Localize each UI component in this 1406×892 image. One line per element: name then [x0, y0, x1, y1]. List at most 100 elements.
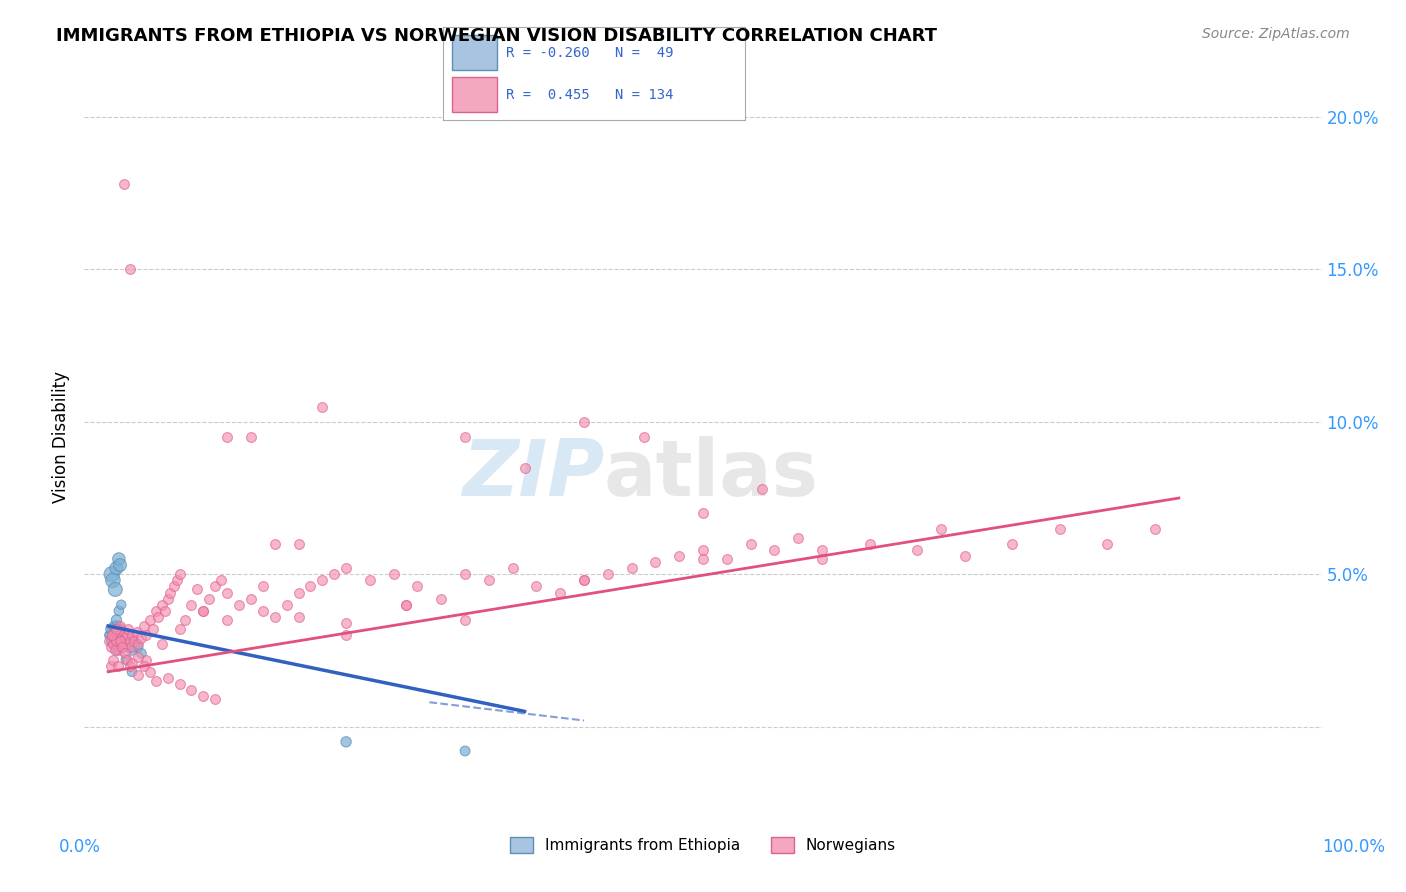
Point	[716, 552, 738, 566]
Point	[169, 677, 191, 691]
Point	[596, 567, 619, 582]
Point	[108, 619, 131, 633]
Point	[101, 637, 124, 651]
Point	[105, 643, 128, 657]
Point	[180, 598, 202, 612]
Point	[263, 537, 285, 551]
Point	[502, 561, 524, 575]
Point	[114, 632, 136, 646]
Point	[100, 628, 122, 642]
Point	[121, 665, 143, 679]
Point	[111, 640, 134, 655]
Point	[394, 598, 416, 612]
Point	[117, 628, 139, 642]
Point	[1144, 521, 1167, 535]
Point	[118, 634, 141, 648]
Point	[118, 262, 141, 277]
Text: 0.0%: 0.0%	[59, 838, 101, 855]
Point	[111, 625, 134, 640]
Point	[118, 658, 141, 673]
Point	[644, 555, 666, 569]
Point	[763, 542, 786, 557]
Point	[104, 625, 127, 640]
Point	[335, 615, 357, 630]
Point	[100, 628, 122, 642]
Point	[120, 640, 142, 655]
Point	[108, 643, 131, 657]
Point	[180, 683, 202, 698]
Point	[115, 628, 138, 642]
Point	[100, 628, 122, 642]
Point	[335, 628, 357, 642]
Point	[121, 628, 143, 642]
Point	[121, 643, 143, 657]
Point	[132, 619, 155, 633]
Point	[204, 579, 226, 593]
Point	[115, 634, 138, 648]
Point	[105, 622, 128, 636]
FancyBboxPatch shape	[451, 35, 498, 70]
Point	[668, 549, 690, 563]
Point	[108, 558, 131, 573]
Point	[858, 537, 880, 551]
Point	[454, 567, 477, 582]
Point	[104, 582, 127, 597]
Point	[359, 574, 381, 588]
Point	[209, 574, 232, 588]
Point	[127, 637, 149, 651]
Point	[115, 637, 138, 651]
Point	[787, 531, 810, 545]
Point	[101, 622, 124, 636]
Point	[217, 585, 239, 599]
Point	[108, 628, 131, 642]
Point	[572, 574, 595, 588]
Point	[929, 521, 952, 535]
Text: Source: ZipAtlas.com: Source: ZipAtlas.com	[1202, 27, 1350, 41]
Point	[115, 652, 138, 666]
Point	[135, 628, 157, 642]
Point	[115, 637, 138, 651]
Point	[454, 613, 477, 627]
Point	[146, 610, 169, 624]
Point	[811, 542, 834, 557]
Point	[204, 692, 226, 706]
Point	[620, 561, 643, 575]
Point	[335, 735, 357, 749]
Point	[98, 628, 121, 642]
Point	[311, 574, 333, 588]
Point	[287, 610, 309, 624]
Point	[335, 561, 357, 575]
Point	[548, 585, 571, 599]
Point	[103, 632, 125, 646]
Point	[107, 628, 129, 642]
Point	[692, 552, 714, 566]
Point	[239, 591, 262, 606]
Point	[124, 634, 146, 648]
Point	[108, 625, 131, 640]
Point	[110, 598, 132, 612]
Point	[100, 567, 122, 582]
Point	[174, 613, 197, 627]
Point	[105, 613, 128, 627]
Point	[131, 632, 153, 646]
Point	[114, 647, 136, 661]
Point	[101, 574, 124, 588]
Point	[1049, 521, 1071, 535]
Point	[112, 625, 135, 640]
Point	[100, 634, 122, 648]
Point	[103, 637, 125, 651]
Point	[186, 582, 208, 597]
Point	[105, 619, 128, 633]
Point	[132, 658, 155, 673]
Point	[101, 652, 124, 666]
Point	[692, 542, 714, 557]
Point	[124, 634, 146, 648]
FancyBboxPatch shape	[451, 78, 498, 112]
Text: IMMIGRANTS FROM ETHIOPIA VS NORWEGIAN VISION DISABILITY CORRELATION CHART: IMMIGRANTS FROM ETHIOPIA VS NORWEGIAN VI…	[56, 27, 938, 45]
Point	[107, 622, 129, 636]
Point	[169, 622, 191, 636]
Point	[323, 567, 346, 582]
Point	[105, 634, 128, 648]
Point	[513, 460, 536, 475]
Point	[145, 673, 167, 688]
